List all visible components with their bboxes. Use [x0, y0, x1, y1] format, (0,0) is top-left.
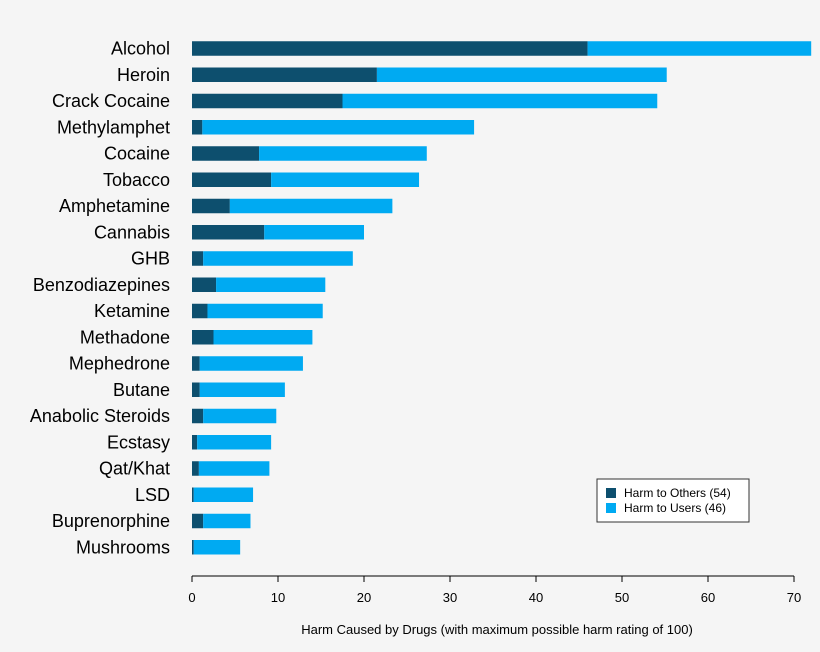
category-label: Buprenorphine	[52, 511, 170, 531]
category-label: Qat/Khat	[99, 459, 170, 479]
bar-others-6	[192, 198, 230, 214]
bar-others-3	[192, 120, 203, 135]
category-label: Ketamine	[94, 301, 170, 321]
bar-users-0	[587, 41, 812, 56]
x-axis: 0 10 20 30 40 50 60 70	[188, 575, 801, 605]
x-tick-label: 60	[701, 590, 715, 605]
bar-others-10	[192, 303, 208, 319]
bar-users-9	[216, 277, 326, 292]
bars-group	[192, 41, 812, 555]
category-label: LSD	[135, 485, 170, 505]
bar-users-4	[259, 146, 427, 161]
category-label: Heroin	[117, 65, 170, 85]
bar-others-12	[192, 356, 200, 371]
bar-others-15	[192, 435, 198, 450]
bar-others-13	[192, 382, 200, 397]
category-label: Ecstasy	[107, 432, 170, 452]
x-tick-label: 30	[443, 590, 457, 605]
x-tick-label: 50	[615, 590, 629, 605]
bar-others-17	[192, 487, 194, 502]
category-label: Anabolic Steroids	[30, 406, 170, 426]
bar-users-1	[376, 67, 667, 82]
category-label: Tobacco	[103, 170, 170, 190]
category-label: Cocaine	[104, 144, 170, 164]
bar-users-16	[198, 461, 270, 476]
bar-others-16	[192, 461, 199, 476]
bar-others-14	[192, 408, 204, 424]
category-label: Mephedrone	[69, 354, 170, 374]
x-tick-label: 20	[357, 590, 371, 605]
bar-users-11	[213, 330, 313, 345]
bar-users-19	[193, 540, 241, 555]
bar-users-8	[203, 251, 353, 266]
category-label: Mushrooms	[76, 537, 170, 557]
legend-box	[596, 478, 750, 523]
category-label: Cannabis	[94, 222, 170, 242]
bar-users-13	[199, 382, 285, 397]
category-label: Benzodiazepines	[33, 275, 170, 295]
bar-users-17	[193, 487, 254, 502]
bar-users-10	[207, 303, 323, 319]
legend-label: Harm to Users (46)	[624, 501, 726, 515]
bar-users-14	[203, 408, 277, 424]
x-tick-label: 40	[529, 590, 543, 605]
bar-users-6	[229, 198, 393, 214]
bar-others-7	[192, 225, 265, 240]
legend: Harm to Others (54)Harm to Users (46)	[596, 478, 750, 523]
category-label: Alcohol	[111, 39, 170, 59]
bar-users-3	[202, 120, 475, 135]
bar-users-18	[203, 513, 251, 529]
x-tick-label: 10	[271, 590, 285, 605]
bar-others-19	[192, 540, 194, 555]
x-axis-title: Harm Caused by Drugs (with maximum possi…	[301, 622, 693, 637]
bar-others-11	[192, 330, 214, 345]
bar-others-0	[192, 41, 588, 56]
bar-users-2	[342, 93, 658, 109]
bar-users-15	[197, 435, 272, 450]
category-label: Crack Cocaine	[52, 91, 170, 111]
bar-others-1	[192, 67, 377, 82]
bar-others-5	[192, 172, 272, 187]
bar-others-2	[192, 93, 343, 109]
x-tick-label: 0	[188, 590, 195, 605]
bar-others-8	[192, 251, 204, 266]
legend-swatch	[606, 503, 616, 513]
bar-users-12	[199, 356, 303, 371]
bar-others-18	[192, 513, 204, 529]
legend-label: Harm to Others (54)	[624, 486, 731, 500]
category-label: GHB	[131, 249, 170, 269]
bar-others-4	[192, 146, 260, 161]
category-labels: Alcohol Heroin Crack Cocaine Methylamphet Co…	[30, 39, 170, 558]
x-tick-label: 70	[787, 590, 801, 605]
bar-others-9	[192, 277, 217, 292]
category-label: Butane	[113, 380, 170, 400]
bar-users-5	[271, 172, 420, 187]
category-label: Methadone	[80, 327, 170, 347]
category-label: Methylamphet	[57, 117, 170, 137]
legend-swatch	[606, 488, 616, 498]
category-label: Amphetamine	[59, 196, 170, 216]
bar-users-7	[264, 225, 364, 240]
